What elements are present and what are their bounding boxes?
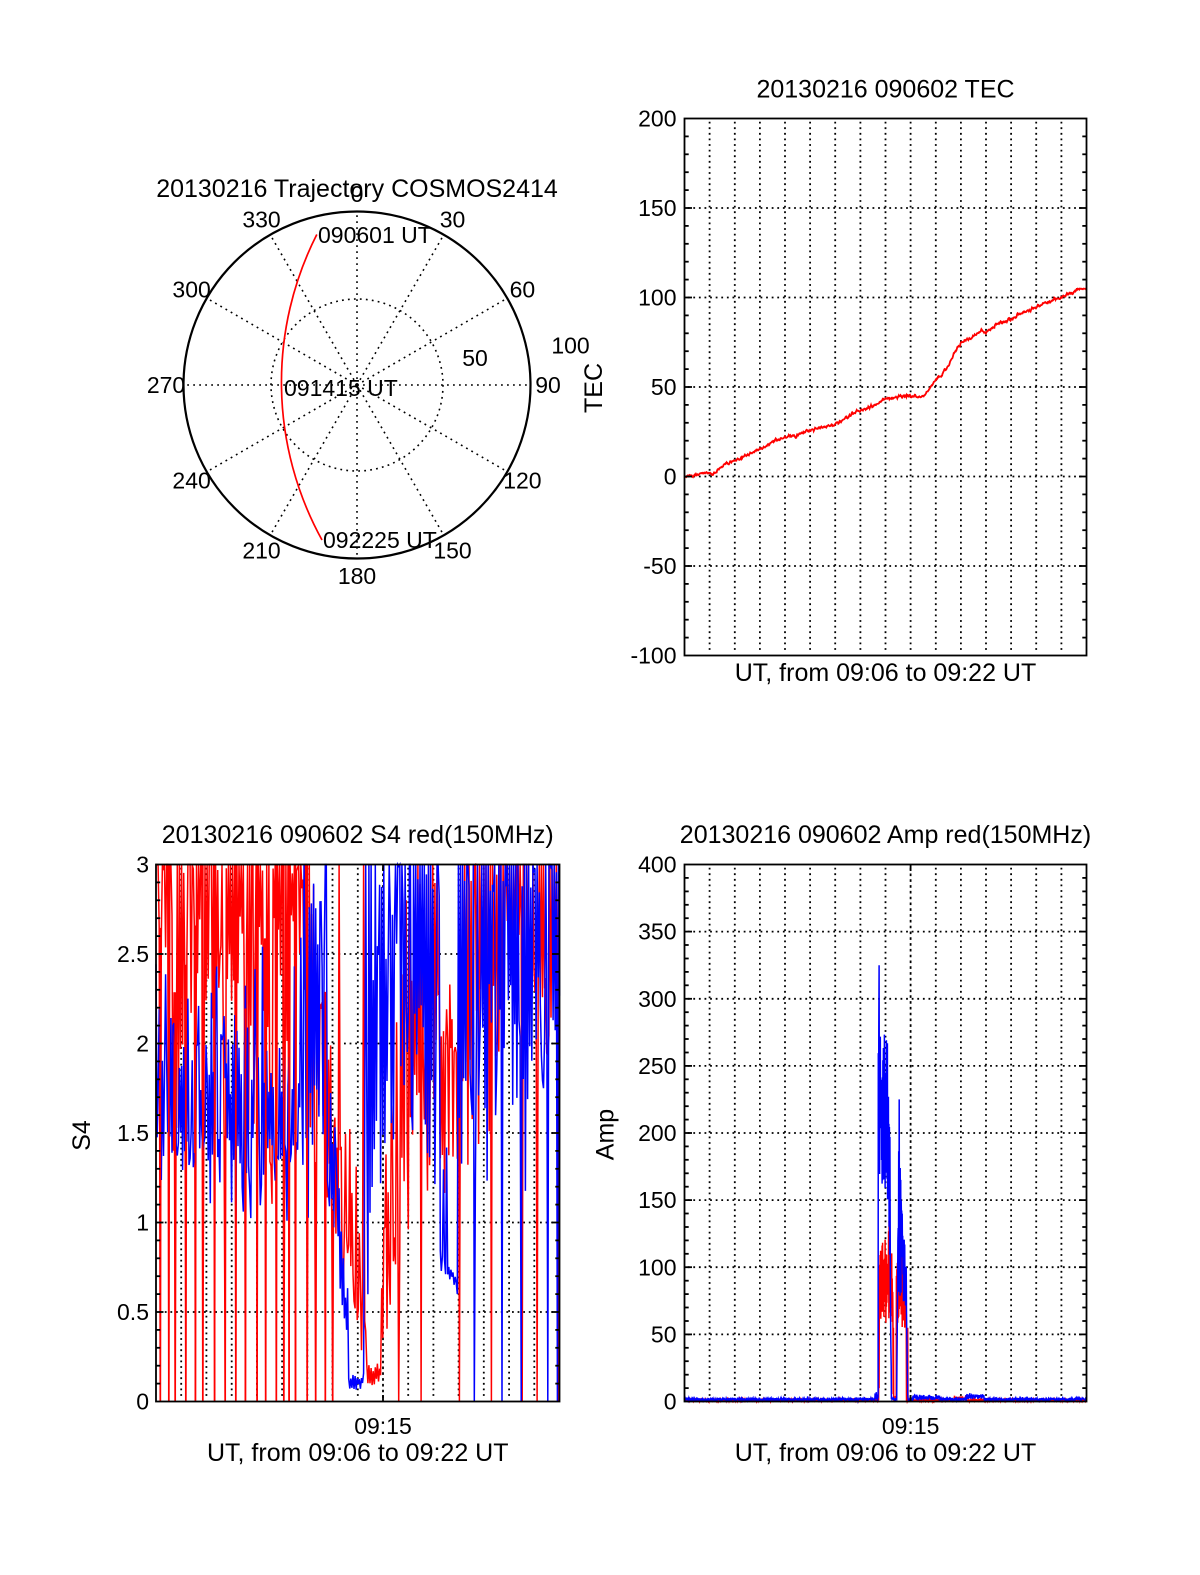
svg-text:20130216 Trajectory COSMOS2414: 20130216 Trajectory COSMOS2414 [156,175,558,203]
svg-text:09:15: 09:15 [882,1413,940,1439]
svg-text:0: 0 [136,1389,149,1415]
svg-text:300: 300 [172,277,210,303]
svg-text:UT, from 09:06 to 09:22 UT: UT, from 09:06 to 09:22 UT [207,1439,509,1467]
svg-text:60: 60 [510,277,536,303]
svg-text:1: 1 [136,1210,149,1236]
svg-text:UT, from 09:06 to 09:22 UT: UT, from 09:06 to 09:22 UT [735,1439,1037,1467]
svg-text:120: 120 [503,468,541,494]
svg-text:3: 3 [136,852,149,878]
svg-text:20130216 090602 S4 red(150MHz): 20130216 090602 S4 red(150MHz) [162,821,554,849]
svg-text:092225 UT: 092225 UT [323,527,437,553]
svg-text:1.5: 1.5 [117,1120,149,1146]
svg-text:100: 100 [638,285,676,311]
svg-text:200: 200 [638,106,676,132]
svg-text:50: 50 [651,1321,677,1347]
svg-text:090601 UT: 090601 UT [318,222,432,248]
svg-text:150: 150 [433,537,471,563]
svg-text:30: 30 [440,207,466,233]
svg-text:2.5: 2.5 [117,941,149,967]
svg-text:90: 90 [535,372,561,398]
svg-text:180: 180 [338,563,376,589]
svg-text:-50: -50 [643,553,676,579]
svg-text:150: 150 [638,195,676,221]
svg-text:S4: S4 [68,1120,96,1151]
svg-text:300: 300 [638,986,676,1012]
svg-text:0.5: 0.5 [117,1299,149,1325]
svg-text:330: 330 [242,207,280,233]
svg-text:100: 100 [551,333,589,359]
svg-text:50: 50 [651,374,677,400]
svg-text:400: 400 [638,852,676,878]
svg-text:270: 270 [147,372,185,398]
svg-text:0: 0 [664,1389,677,1415]
svg-text:200: 200 [638,1120,676,1146]
svg-text:250: 250 [638,1053,676,1079]
svg-text:0: 0 [664,464,677,490]
svg-text:210: 210 [242,537,280,563]
svg-text:Amp: Amp [592,1109,620,1160]
svg-text:150: 150 [638,1187,676,1213]
svg-text:240: 240 [172,468,210,494]
svg-text:TEC: TEC [580,363,608,413]
svg-text:091415 UT: 091415 UT [284,375,398,401]
svg-text:0: 0 [351,181,364,207]
svg-text:100: 100 [638,1254,676,1280]
svg-text:20130216 090602 TEC: 20130216 090602 TEC [756,76,1014,104]
svg-text:2: 2 [136,1031,149,1057]
svg-text:UT, from 09:06 to 09:22 UT: UT, from 09:06 to 09:22 UT [735,659,1037,687]
svg-text:350: 350 [638,919,676,945]
svg-text:-100: -100 [630,643,676,669]
svg-text:09:15: 09:15 [354,1413,412,1439]
svg-text:20130216 090602 Amp red(150MHz: 20130216 090602 Amp red(150MHz) [680,821,1091,849]
svg-text:50: 50 [462,345,488,371]
